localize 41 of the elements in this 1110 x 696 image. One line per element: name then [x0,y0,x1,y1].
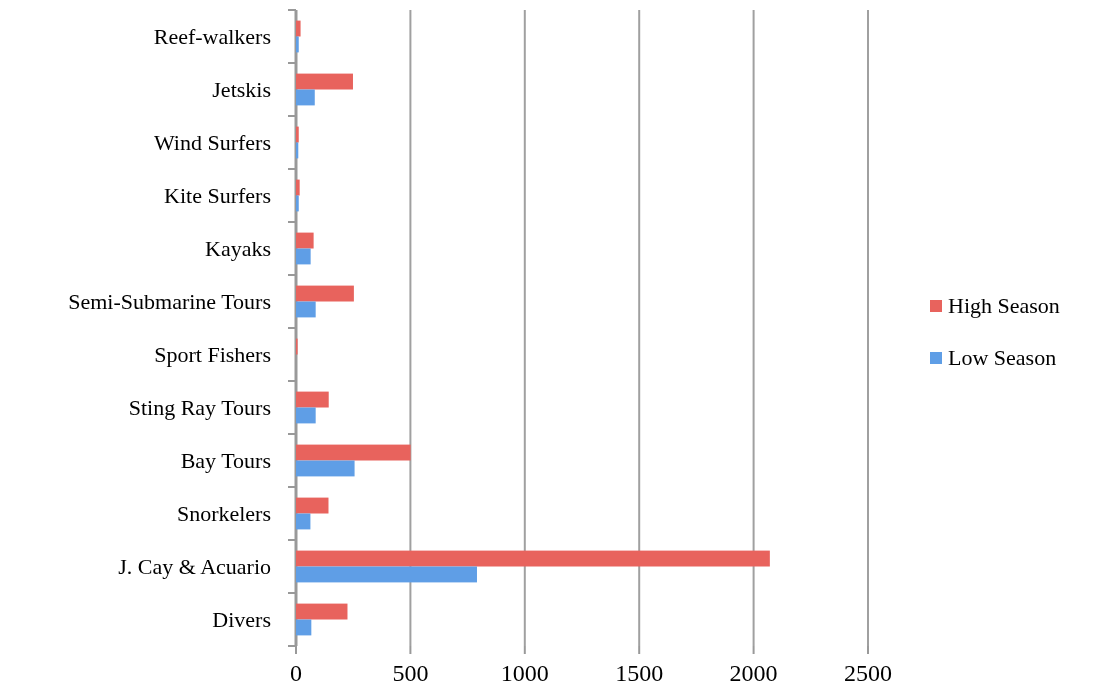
bar [296,407,316,424]
x-tick-label: 500 [392,660,429,686]
x-tick-label: 2500 [844,660,892,686]
bar [296,126,299,143]
bar [296,497,329,514]
y-tick-label: Kayaks [205,235,271,261]
bar [296,513,311,530]
x-tick-label: 0 [290,660,302,686]
bar [296,89,315,106]
bar [296,20,301,37]
bar [296,195,299,212]
y-tick-label: Jetskis [212,76,271,102]
x-tick-label: 1500 [615,660,664,686]
y-tick-label: Divers [212,606,271,632]
bar [296,248,311,265]
bar [296,550,770,567]
bar [296,301,316,318]
y-tick-label: Reef-walkers [153,23,271,49]
x-tick-label: 1000 [500,660,549,686]
bar [296,460,355,477]
bar [296,566,477,583]
y-tick-label: Wind Surfers [153,129,271,155]
bar [296,391,329,408]
y-tick-label: Snorkelers [176,500,271,526]
y-tick-label: J. Cay & Acuario [118,553,271,579]
legend-label: Low Season [948,345,1057,370]
y-tick-label: Sport Fishers [154,341,271,367]
bar [296,619,312,636]
bar [296,603,348,620]
x-tick-label: 2000 [729,660,778,686]
bar [296,73,353,90]
bar [296,285,354,302]
bar [296,444,411,461]
y-tick-label: Sting Ray Tours [128,394,271,420]
bar [296,36,299,53]
legend-label: High Season [948,293,1060,318]
bar [296,179,300,196]
bar [296,232,314,249]
y-tick-label: Bay Tours [180,447,271,473]
y-tick-label: Semi-Submarine Tours [68,288,271,314]
y-tick-label: Kite Surfers [164,182,271,208]
